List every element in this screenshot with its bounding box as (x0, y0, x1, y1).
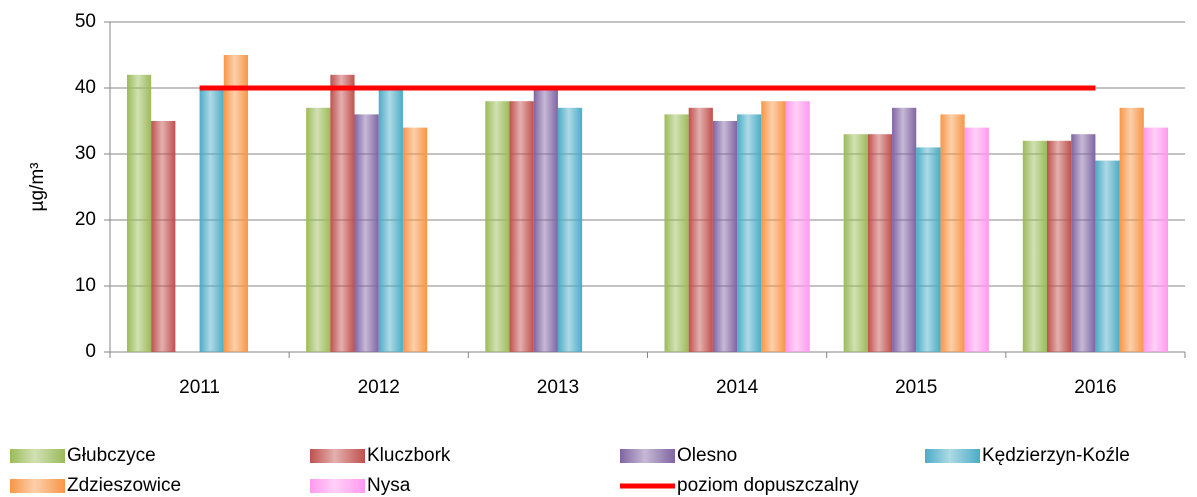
bar (761, 101, 786, 352)
bar (378, 88, 403, 352)
bar (688, 107, 713, 352)
bar (151, 121, 176, 352)
bar (737, 114, 762, 353)
x-tick-label: 2014 (716, 377, 759, 398)
bar (1119, 107, 1144, 352)
legend-marker (925, 449, 980, 463)
legend-marker (10, 479, 65, 493)
x-tick-label: 2011 (179, 377, 220, 398)
legend-label: Kluczbork (367, 445, 451, 466)
bar (916, 147, 941, 352)
bar (843, 134, 868, 352)
bar (664, 114, 689, 353)
y-tick-label: 50 (75, 11, 96, 32)
y-tick-label: 10 (75, 275, 96, 296)
legend-label: Nysa (367, 475, 411, 496)
bar (964, 127, 989, 352)
legend-marker (10, 449, 65, 463)
bar (785, 101, 810, 352)
legend-label: poziom dopuszczalny (677, 475, 859, 496)
legend-label: Kędzierzyn-Koźle (982, 445, 1130, 466)
legend-label: Olesno (677, 445, 737, 466)
bar (1071, 134, 1096, 352)
bar (126, 74, 152, 353)
bar (1047, 140, 1072, 352)
y-tick-label: 0 (85, 341, 96, 362)
legend-marker (310, 449, 365, 463)
y-tick-label: 40 (75, 77, 96, 98)
bar (1095, 160, 1120, 352)
legend-marker (620, 449, 675, 463)
x-tick-label: 2012 (358, 377, 400, 398)
bar (1143, 127, 1169, 352)
bar (199, 88, 224, 352)
bar (892, 107, 917, 352)
bar (223, 55, 248, 352)
y-axis-label: µg/m³ (27, 163, 48, 212)
x-tick-label: 2013 (537, 377, 579, 398)
x-tick-label: 2016 (1074, 377, 1116, 398)
bar (485, 101, 510, 352)
bar (306, 107, 331, 352)
legend-label: Głubczyce (67, 445, 156, 466)
bar (354, 114, 379, 353)
bar (557, 107, 583, 352)
bar (330, 74, 355, 353)
bar (867, 134, 893, 352)
bar (533, 88, 558, 352)
x-tick-label: 2015 (895, 377, 937, 398)
bar (712, 121, 738, 352)
y-tick-label: 20 (75, 209, 96, 230)
bar (940, 114, 965, 353)
bar (1022, 140, 1048, 352)
bar (402, 127, 428, 352)
legend-label: Zdzieszowice (67, 475, 181, 496)
y-tick-label: 30 (75, 143, 96, 164)
bar (509, 101, 534, 352)
legend-marker (310, 479, 365, 493)
